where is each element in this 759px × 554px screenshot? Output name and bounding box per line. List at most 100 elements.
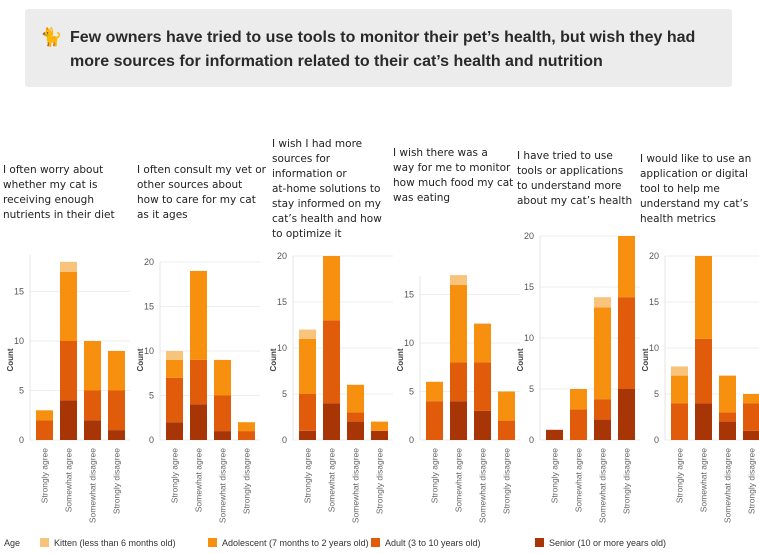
bar-segment[interactable] bbox=[347, 384, 364, 413]
bar-segment[interactable] bbox=[719, 421, 736, 440]
chart-panel-1: I often worry about whether my cat is rece… bbox=[3, 164, 130, 523]
y-tick-label: 15 bbox=[404, 290, 414, 300]
bar-segment[interactable] bbox=[323, 256, 340, 321]
bar-segment[interactable] bbox=[618, 236, 635, 298]
bar-segment[interactable] bbox=[238, 422, 255, 432]
bar-segment[interactable] bbox=[426, 381, 443, 402]
chart-panel-6: I would like to use an application or dig… bbox=[640, 153, 759, 523]
bar-segment[interactable] bbox=[323, 320, 340, 404]
bar-segment[interactable] bbox=[498, 391, 515, 421]
legend-item-senior[interactable]: Senior (10 or more years old) bbox=[535, 538, 666, 548]
bar-segment[interactable] bbox=[323, 403, 340, 440]
bar-segment[interactable] bbox=[299, 329, 316, 339]
bar-segment[interactable] bbox=[371, 421, 388, 431]
bar-segment[interactable] bbox=[238, 431, 255, 440]
bar-segment[interactable] bbox=[671, 375, 688, 404]
bar-segment[interactable] bbox=[84, 341, 101, 391]
bar-segment[interactable] bbox=[108, 430, 125, 440]
bar-segment[interactable] bbox=[594, 307, 611, 400]
chart-title-line: cat’s health and how bbox=[272, 213, 382, 225]
bar-segment[interactable] bbox=[570, 389, 587, 410]
bar-segment[interactable] bbox=[347, 412, 364, 422]
bar-segment[interactable] bbox=[190, 270, 207, 360]
bar-segment[interactable] bbox=[695, 338, 712, 404]
x-tick-label: Strongly disagree bbox=[502, 448, 512, 514]
bar-segment[interactable] bbox=[743, 430, 759, 440]
bar-segment[interactable] bbox=[450, 401, 467, 440]
bar-segment[interactable] bbox=[594, 399, 611, 420]
legend-item-kitten[interactable]: Kitten (less than 6 months old) bbox=[40, 538, 176, 548]
bar-segment[interactable] bbox=[36, 420, 53, 440]
bar-segment[interactable] bbox=[594, 419, 611, 440]
bar-segment[interactable] bbox=[60, 271, 77, 341]
bar-segment[interactable] bbox=[166, 377, 183, 423]
bar-segment[interactable] bbox=[190, 404, 207, 440]
legend: Age Kitten (less than 6 months old) Adol… bbox=[0, 535, 759, 553]
bar-segment[interactable] bbox=[166, 359, 183, 378]
bar-segment[interactable] bbox=[498, 420, 515, 440]
bar-segment[interactable] bbox=[214, 395, 231, 432]
y-axis-label: Count bbox=[641, 348, 650, 371]
bar-segment[interactable] bbox=[743, 394, 759, 404]
bar-segment[interactable] bbox=[108, 350, 125, 391]
x-tick-label: Strongly agree bbox=[170, 448, 180, 504]
bar-segment[interactable] bbox=[347, 421, 364, 440]
bar-segment[interactable] bbox=[719, 375, 736, 413]
bar-segment[interactable] bbox=[618, 389, 635, 440]
legend-item-adult[interactable]: Adult (3 to 10 years old) bbox=[371, 538, 481, 548]
bar-segment[interactable] bbox=[474, 410, 491, 440]
bar-segment[interactable] bbox=[450, 362, 467, 402]
chart-title-line: I have tried to use bbox=[517, 150, 613, 162]
x-tick-label: Strongly agree bbox=[40, 448, 50, 504]
bar-segment[interactable] bbox=[190, 359, 207, 405]
y-tick-label: 15 bbox=[649, 297, 659, 307]
y-tick-label: 15 bbox=[144, 302, 154, 312]
bar-segment[interactable] bbox=[108, 390, 125, 431]
bar-segment[interactable] bbox=[671, 403, 688, 440]
chart-title-line: way for me to monitor bbox=[393, 162, 511, 174]
bar-segment[interactable] bbox=[618, 297, 635, 389]
legend-label: Senior (10 or more years old) bbox=[549, 538, 667, 548]
bar-segment[interactable] bbox=[474, 362, 491, 411]
chart-title-line: how to care for my cat bbox=[137, 194, 256, 206]
bar-segment[interactable] bbox=[299, 338, 316, 394]
bar-segment[interactable] bbox=[570, 409, 587, 440]
legend-swatch bbox=[40, 538, 49, 547]
bar-segment[interactable] bbox=[166, 422, 183, 440]
bar-segment[interactable] bbox=[671, 366, 688, 376]
bar-segment[interactable] bbox=[450, 284, 467, 363]
legend-label: Adolescent (7 months to 2 years old) bbox=[222, 538, 369, 548]
bar-segment[interactable] bbox=[546, 429, 563, 440]
bar-segment[interactable] bbox=[743, 403, 759, 431]
y-tick-label: 10 bbox=[277, 343, 287, 353]
bar-segment[interactable] bbox=[214, 431, 231, 440]
bar-segment[interactable] bbox=[695, 403, 712, 440]
chart-title-line: at-home solutions to bbox=[272, 183, 380, 195]
bar-segment[interactable] bbox=[84, 420, 101, 440]
bar-segment[interactable] bbox=[594, 297, 611, 308]
chart-title-line: whether my cat is bbox=[3, 179, 97, 191]
bar-segment[interactable] bbox=[84, 390, 101, 421]
y-tick-label: 0 bbox=[149, 435, 154, 445]
legend-label: Kitten (less than 6 months old) bbox=[54, 538, 176, 548]
bar-segment[interactable] bbox=[474, 323, 491, 363]
bar-segment[interactable] bbox=[695, 256, 712, 339]
bar-segment[interactable] bbox=[60, 261, 77, 272]
y-tick-label: 15 bbox=[277, 297, 287, 307]
bar-segment[interactable] bbox=[214, 359, 231, 396]
bar-segment[interactable] bbox=[719, 412, 736, 422]
legend-item-adolescent[interactable]: Adolescent (7 months to 2 years old) bbox=[208, 538, 369, 548]
bar-segment[interactable] bbox=[371, 430, 388, 440]
bar-segment[interactable] bbox=[450, 275, 467, 285]
bar-segment[interactable] bbox=[299, 430, 316, 440]
bar-segment[interactable] bbox=[36, 410, 53, 421]
chart-title-line: how much food my cat bbox=[393, 177, 513, 189]
bar-segment[interactable] bbox=[60, 341, 77, 401]
bar-segment[interactable] bbox=[60, 400, 77, 440]
bar-segment[interactable] bbox=[426, 401, 443, 440]
x-tick-label: Strongly disagree bbox=[747, 448, 757, 514]
bar-segment[interactable] bbox=[166, 351, 183, 360]
x-tick-label: Strongly agree bbox=[303, 448, 313, 504]
bar-segment[interactable] bbox=[299, 394, 316, 431]
